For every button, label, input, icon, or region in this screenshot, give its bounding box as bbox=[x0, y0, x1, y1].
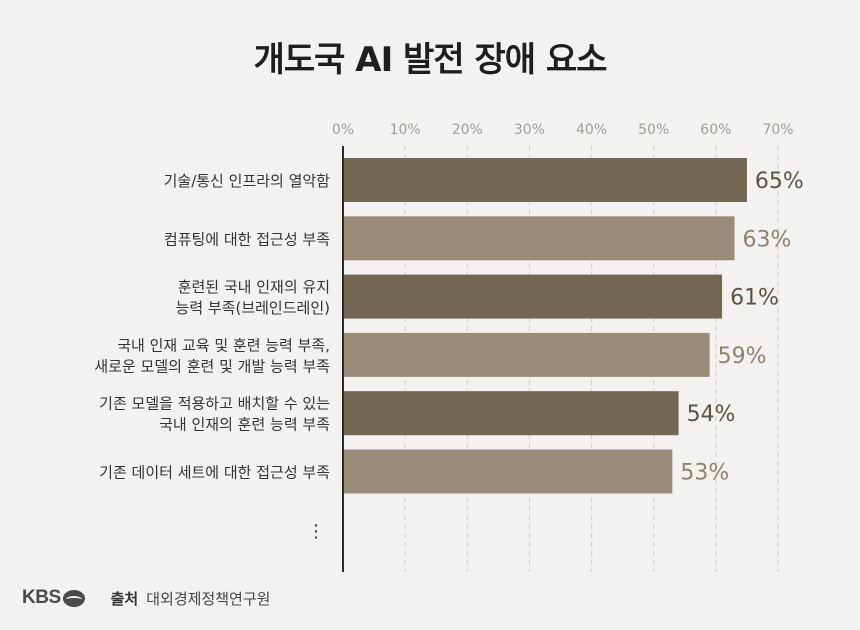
bar bbox=[343, 332, 710, 377]
value-label: 54% bbox=[687, 402, 736, 427]
value-label: 59% bbox=[718, 344, 767, 369]
x-tick-label: 70% bbox=[762, 122, 793, 138]
category-label: 기존 모델을 적용하고 배치할 수 있는 bbox=[99, 395, 330, 413]
kbs-logo-text: KBS bbox=[22, 587, 61, 608]
category-label: 능력 부족(브레인드레인) bbox=[176, 299, 330, 317]
kbs-logo: KBS bbox=[22, 587, 85, 609]
x-tick-label: 0% bbox=[332, 122, 354, 138]
value-label: 53% bbox=[680, 461, 729, 486]
category-label: 국내 인재 교육 및 훈련 능력 부족, bbox=[117, 336, 330, 354]
kbs-logo-icon bbox=[62, 589, 85, 607]
category-label: 훈련된 국내 인재의 유지 bbox=[178, 278, 330, 296]
bar bbox=[343, 158, 747, 202]
x-tick-labels: 0% 10% 20% 30% 40% 50% 60% 70% bbox=[332, 122, 794, 138]
category-label: 국내 인재의 훈련 능력 부족 bbox=[159, 416, 330, 434]
value-label: 63% bbox=[743, 227, 792, 252]
x-tick-label: 50% bbox=[638, 122, 669, 138]
source-label: 출처 bbox=[110, 589, 139, 608]
bar bbox=[343, 216, 735, 261]
category-label: 새로운 모델의 훈련 및 개발 능력 부족 bbox=[94, 357, 330, 375]
category-label: 컴퓨팅에 대한 접근성 부족 bbox=[164, 230, 330, 248]
bar bbox=[343, 391, 679, 436]
grid-lines bbox=[404, 146, 779, 572]
bars bbox=[343, 158, 747, 494]
value-label: 65% bbox=[755, 169, 804, 194]
bar bbox=[343, 274, 723, 319]
bar bbox=[343, 449, 673, 494]
x-tick-label: 60% bbox=[700, 122, 731, 138]
value-labels: 65% 63% 61% 59% 54% 53% bbox=[680, 169, 803, 486]
x-tick-label: 40% bbox=[576, 122, 607, 138]
category-label: 기존 데이터 세트에 대한 접근성 부족 bbox=[99, 464, 330, 482]
value-label: 61% bbox=[730, 286, 779, 311]
chart-title: 개도국 AI 발전 장애 요소 bbox=[253, 40, 608, 80]
x-tick-label: 30% bbox=[514, 122, 545, 138]
x-tick-label: 10% bbox=[390, 122, 421, 138]
more-indicator: ⋮ bbox=[307, 521, 325, 542]
x-tick-label: 20% bbox=[452, 122, 483, 138]
footer: KBS 출처 대외경제정책연구원 bbox=[22, 586, 270, 610]
category-label: 기술/통신 인프라의 열악함 bbox=[164, 172, 331, 190]
source-value: 대외경제정책연구원 bbox=[146, 589, 271, 608]
